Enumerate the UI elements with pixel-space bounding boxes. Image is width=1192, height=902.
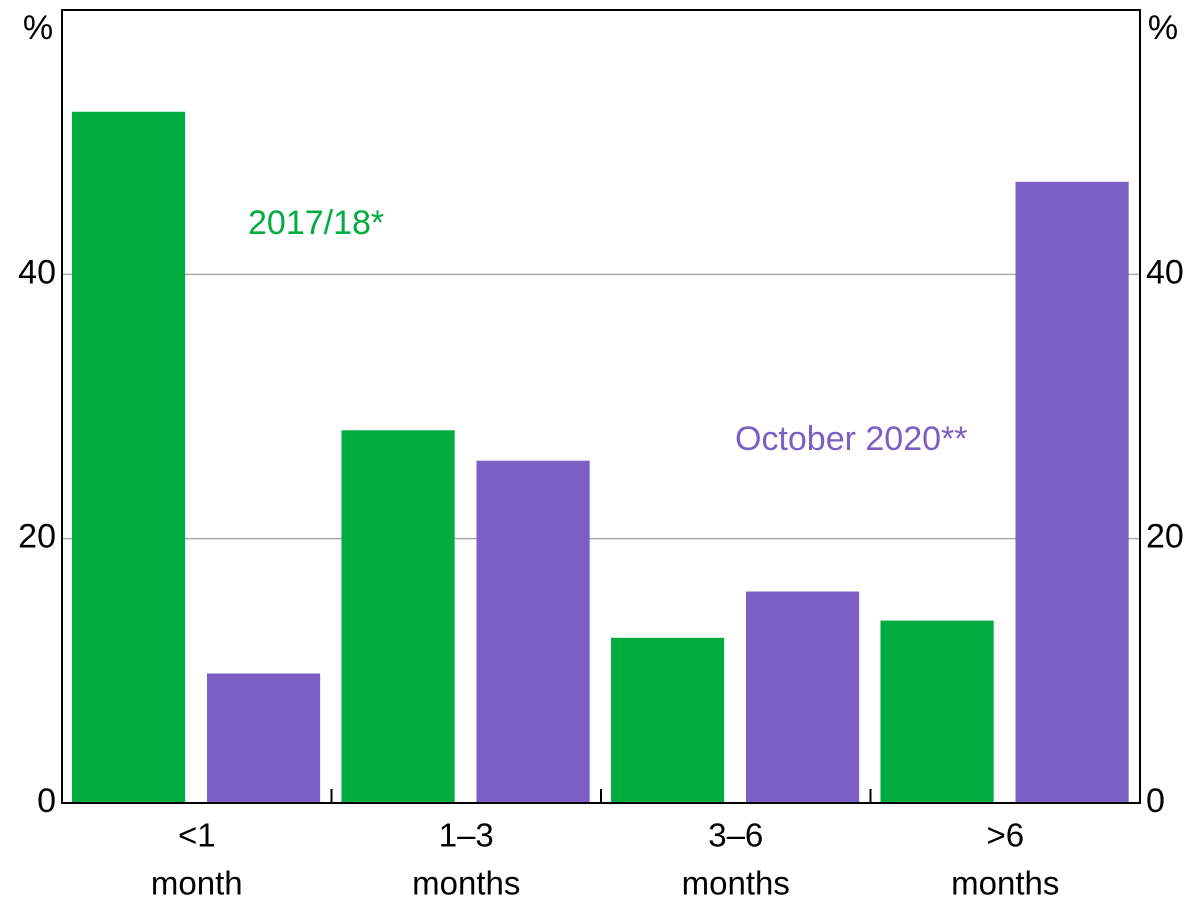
x-tick-label: 1–3: [439, 817, 494, 854]
bar: [476, 460, 590, 803]
y-tick-label: 40: [18, 253, 56, 291]
y-tick-label: 20: [18, 518, 56, 556]
x-tick-label: 3–6: [708, 817, 763, 854]
bar: [341, 430, 455, 803]
series-label: October 2020**: [735, 420, 968, 458]
bar: [206, 673, 321, 803]
series-label: 2017/18*: [248, 204, 384, 242]
x-tick-label: >6: [986, 817, 1024, 854]
y-tick-label: 0: [37, 782, 56, 820]
bar: [880, 620, 994, 803]
bar: [71, 111, 186, 804]
bar: [610, 637, 725, 803]
bar: [1015, 181, 1129, 804]
bar: [745, 591, 860, 803]
y2-unit-label: %: [1148, 9, 1178, 47]
y-unit-label: %: [23, 9, 53, 47]
plot-frame: [61, 9, 1141, 804]
y2-tick-label: 40: [1146, 253, 1184, 291]
x-tick-label: months: [682, 865, 790, 902]
x-tick-label: months: [412, 865, 520, 902]
x-tick-label: months: [951, 865, 1059, 902]
x-tick-label: month: [151, 865, 243, 902]
y2-tick-label: 0: [1146, 782, 1165, 820]
x-tick-label: <1: [178, 817, 216, 854]
y2-tick-label: 20: [1146, 518, 1184, 556]
